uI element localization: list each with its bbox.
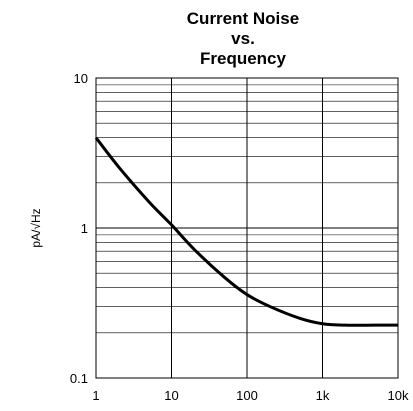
y-axis-label-text: pA/√Hz [29,208,43,247]
chart-title-line-3: Frequency [200,49,287,68]
chart-title-line-2: vs. [231,29,255,48]
y-tick-label: 0.1 [70,371,88,386]
series-group [94,136,398,327]
x-tick-label: 1k [316,388,330,403]
y-tick-label: 1 [81,221,88,236]
series-line-0 [94,136,398,327]
y-tick-label: 10 [74,71,88,86]
plot-grid [96,78,398,378]
x-tick-label: 1 [92,388,99,403]
y-axis-label: pA/√Hz [29,208,43,247]
x-tick-label: 10k [388,388,409,403]
y-axis-tick-labels: 0.1 1 10 [70,71,88,386]
x-tick-label: 100 [236,388,258,403]
x-axis-tick-labels: 1 10 100 1k 10k [92,388,409,403]
plot-frame [95,77,399,379]
chart-title: Current Noise vs. Frequency [187,9,299,68]
chart-title-line-1: Current Noise [187,9,299,28]
x-tick-label: 10 [164,388,178,403]
